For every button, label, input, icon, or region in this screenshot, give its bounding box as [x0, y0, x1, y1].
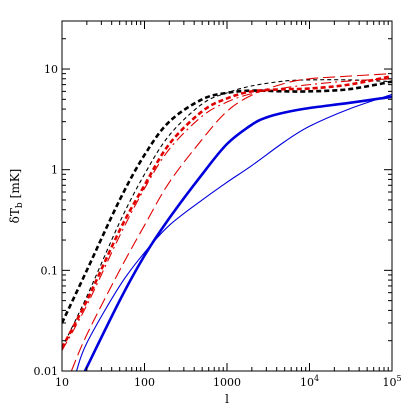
x-tick-label-base: 10 — [300, 376, 314, 389]
x-tick-label: 105 — [382, 374, 401, 389]
series-line-3 — [62, 74, 392, 349]
y-tick-label: 0.01 — [34, 365, 59, 378]
y-tick-label: 10 — [44, 63, 58, 76]
y-tick-label: 1 — [51, 164, 58, 177]
series-line-1 — [62, 80, 392, 324]
x-tick-label: 104 — [300, 374, 319, 389]
x-tick-label-exponent: 4 — [314, 374, 319, 383]
series-line-4 — [62, 78, 392, 351]
series-line-2 — [62, 79, 392, 349]
x-tick-label-base: 1000 — [213, 376, 241, 389]
x-tick-label-base: 10 — [55, 376, 69, 389]
y-axis-label: δTb [mK] — [8, 169, 25, 224]
series-line-5 — [70, 73, 392, 371]
y-tick-label: 0.1 — [41, 264, 59, 277]
x-tick-label-exponent: 5 — [396, 374, 401, 383]
x-tick-label: 10 — [55, 376, 69, 389]
y-axis-label-unit: [mK] — [8, 169, 22, 199]
x-tick-label: 1000 — [213, 376, 241, 389]
x-tick-label: 100 — [134, 376, 155, 389]
y-axis-label-sub: b — [15, 202, 25, 208]
x-axis-label: l — [225, 392, 229, 406]
y-axis-label-main: δT — [8, 208, 22, 223]
series-layer — [62, 73, 392, 371]
x-tick-label-base: 100 — [134, 376, 155, 389]
x-tick-label-base: 10 — [382, 376, 396, 389]
series-line-7 — [76, 93, 392, 371]
series-line-6 — [83, 95, 392, 371]
